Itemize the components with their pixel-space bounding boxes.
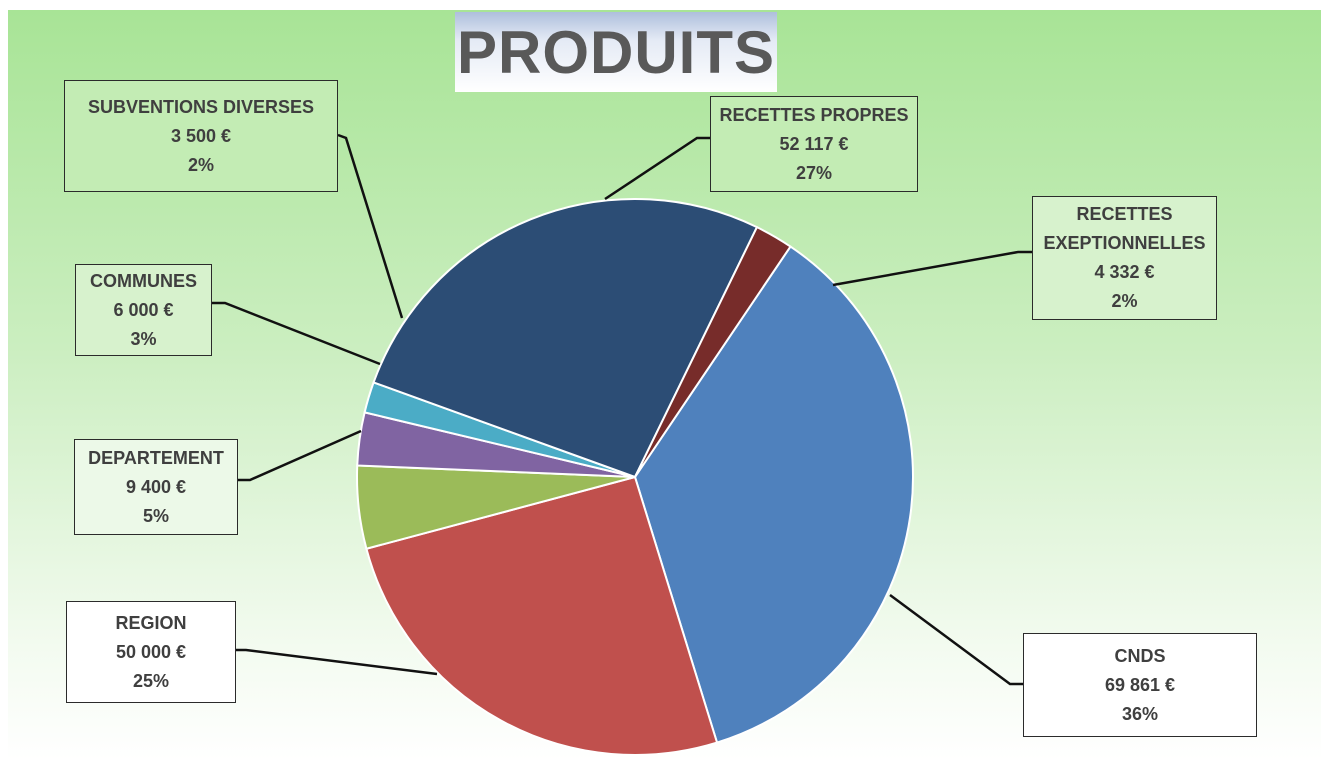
pie-slice-recettes-exeptionnelles [634,225,792,478]
label-percent: 2% [187,154,214,175]
pie-slice-recettes-propres [372,198,759,479]
leader-line-communes [212,301,381,366]
label-value: 4 332 € [1094,262,1155,282]
label-value: 52 117 € [779,133,849,154]
pie-slices [356,198,914,756]
leader-line-recettes-exceptionnelles [832,250,1032,287]
leader-line-cnds [889,593,1023,686]
label-departement: DEPARTEMENT 9 400 € 5% [74,439,238,535]
label-subventions-diverses: SUBVENTIONS DIVERSES 3 500 € 2% [64,80,338,192]
pie-slice-region [365,475,719,756]
pie-slice-cnds [633,245,914,744]
label-percent: 2% [1111,291,1138,311]
leader-line-departement [238,429,362,482]
label-percent: 25% [132,670,170,691]
label-name: RECETTES PROPRES [719,104,909,125]
label-value: 6 000 € [113,299,174,320]
label-name: COMMUNES [90,270,197,291]
label-name: DEPARTEMENT [88,447,224,468]
label-percent: 3% [130,328,157,349]
label-value: 9 400 € [125,476,187,497]
label-value: 3 500 € [170,125,232,146]
leader-line-region [236,648,438,676]
leader-line-recettes-propres [604,136,710,201]
label-name-cont: EXEPTIONNELLES [1043,233,1206,253]
chart-title-box: PRODUITS [455,12,777,92]
label-percent: 27% [795,162,833,183]
label-name: SUBVENTIONS DIVERSES [87,96,315,117]
label-recettes-propres: RECETTES PROPRES 52 117 € 27% [710,96,918,192]
label-cnds: CNDS 69 861 € 36% [1023,633,1257,737]
label-value: 50 000 € [115,641,187,662]
label-communes: COMMUNES 6 000 € 3% [75,264,212,356]
label-percent: 5% [142,505,169,526]
label-name: REGION [115,612,187,633]
label-percent: 36% [1121,703,1159,724]
label-name: RECETTES [1076,204,1173,224]
label-value: 69 861 € [1104,674,1176,695]
leader-line-subventions [337,133,404,319]
chart-title: PRODUITS [456,18,776,86]
label-recettes-exceptionnelles: RECETTES EXEPTIONNELLES 4 332 € 2% [1032,196,1217,320]
label-name: CNDS [1114,645,1166,666]
label-region: REGION 50 000 € 25% [66,601,236,703]
leader-lines [212,133,1032,686]
